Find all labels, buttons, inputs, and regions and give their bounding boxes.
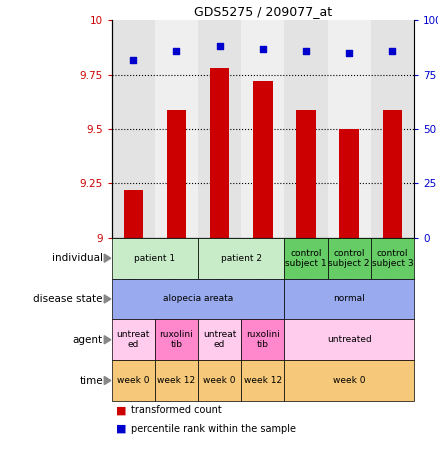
Bar [155, 20, 198, 238]
Text: ■: ■ [116, 405, 127, 415]
Bar [328, 20, 371, 238]
Bar [210, 68, 230, 238]
Bar [167, 110, 186, 238]
Point [259, 45, 266, 52]
Text: individual: individual [52, 253, 103, 263]
Bar [371, 20, 414, 238]
Point [303, 47, 310, 54]
Text: control
subject 3: control subject 3 [371, 249, 413, 268]
Bar [383, 110, 402, 238]
Point [173, 47, 180, 54]
Point [346, 49, 353, 57]
Text: week 12: week 12 [244, 376, 282, 385]
Bar [112, 20, 155, 238]
Text: disease state: disease state [33, 294, 103, 304]
Bar [253, 81, 272, 238]
Bar [198, 20, 241, 238]
Text: ■: ■ [116, 424, 127, 434]
Text: time: time [79, 376, 103, 386]
Point [216, 43, 223, 50]
Text: patient 2: patient 2 [221, 254, 262, 263]
Text: alopecia areata: alopecia areata [163, 294, 233, 304]
Text: percentile rank within the sample: percentile rank within the sample [131, 424, 297, 434]
Bar [296, 110, 316, 238]
Text: control
subject 2: control subject 2 [328, 249, 370, 268]
Text: agent: agent [73, 335, 103, 345]
Point [130, 56, 137, 63]
Bar [124, 190, 143, 238]
Point [389, 47, 396, 54]
Bar [284, 20, 328, 238]
Text: normal: normal [333, 294, 365, 304]
Text: week 0: week 0 [203, 376, 236, 385]
Text: untreated: untreated [327, 335, 371, 344]
Title: GDS5275 / 209077_at: GDS5275 / 209077_at [194, 5, 332, 18]
Text: patient 1: patient 1 [134, 254, 176, 263]
Text: transformed count: transformed count [131, 405, 222, 415]
Text: week 0: week 0 [117, 376, 149, 385]
Bar [339, 129, 359, 238]
Text: untreat
ed: untreat ed [117, 330, 150, 349]
Text: week 12: week 12 [157, 376, 195, 385]
Text: ruxolini
tib: ruxolini tib [159, 330, 193, 349]
Text: ruxolini
tib: ruxolini tib [246, 330, 280, 349]
Bar [241, 20, 284, 238]
Text: week 0: week 0 [333, 376, 365, 385]
Text: control
subject 1: control subject 1 [285, 249, 327, 268]
Text: untreat
ed: untreat ed [203, 330, 237, 349]
